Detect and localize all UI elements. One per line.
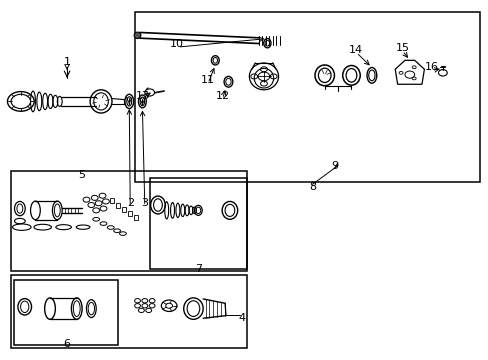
Ellipse shape [134, 32, 141, 39]
Bar [133, 215, 137, 220]
Text: 8: 8 [308, 182, 315, 192]
Bar [149, 178, 246, 269]
Text: 13: 13 [135, 91, 149, 101]
Text: 16: 16 [424, 63, 438, 72]
Bar [122, 207, 125, 212]
Bar [127, 211, 131, 216]
Bar [110, 198, 114, 203]
Bar [135, 12, 479, 182]
Text: 7: 7 [194, 264, 202, 274]
Bar [11, 171, 246, 271]
Text: 4: 4 [238, 312, 245, 323]
Text: 2: 2 [126, 198, 134, 208]
Text: 14: 14 [348, 45, 363, 55]
Bar [14, 280, 118, 345]
Text: 1: 1 [63, 57, 70, 67]
Text: 3: 3 [141, 198, 148, 208]
Text: 15: 15 [395, 43, 408, 53]
Text: 10: 10 [169, 39, 183, 49]
Text: 11: 11 [201, 75, 215, 85]
Text: 5: 5 [78, 170, 85, 180]
Text: 12: 12 [215, 91, 229, 101]
Bar [116, 203, 120, 207]
Text: 9: 9 [330, 161, 337, 171]
Text: 6: 6 [63, 339, 70, 348]
Bar [11, 275, 246, 348]
